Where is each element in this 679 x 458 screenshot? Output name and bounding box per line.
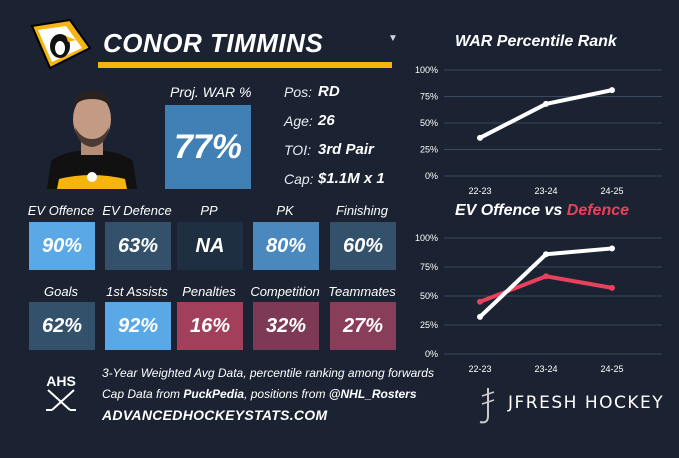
- tile-label-penalties: Penalties: [182, 284, 236, 299]
- war-chart-data-point: [543, 100, 549, 107]
- war-chart-ytick-label: 25%: [420, 145, 438, 155]
- toi-label: TOI:: [284, 142, 311, 158]
- hockey-sticks-icon: AHS: [46, 373, 76, 411]
- chart-title-ev-part2: Defence: [566, 202, 630, 219]
- tile-teammates: 27%: [330, 302, 396, 350]
- tile-label-ev-defence: EV Defence: [102, 203, 172, 218]
- war-chart-xtick-label: 24-25: [600, 186, 623, 195]
- war-chart-data-point: [477, 134, 483, 141]
- ev-chart-xtick-label: 22-23: [468, 364, 491, 373]
- name-underline: [98, 62, 392, 68]
- footer-sources: Cap Data from PuckPedia, positions from …: [102, 387, 417, 401]
- tile-ev-offence: 90%: [29, 222, 95, 270]
- tile-penalties: 16%: [177, 302, 243, 350]
- proj-war-label: Proj. WAR %: [170, 84, 252, 100]
- player-photo: [37, 79, 146, 189]
- tile-label-pp: PP: [200, 203, 218, 218]
- ev-chart-data-point: [543, 251, 549, 258]
- chart-title-war: WAR Percentile Rank: [455, 33, 617, 50]
- ev-chart-ytick-label: 50%: [420, 291, 438, 301]
- chart-title-ev-part1: EV Offence vs: [455, 202, 567, 219]
- war-chart-ytick-label: 100%: [415, 65, 438, 75]
- tile-label-goals: Goals: [44, 284, 78, 299]
- ev-chart-xtick-label: 23-24: [534, 364, 557, 373]
- tile-label-finishing: Finishing: [335, 203, 389, 218]
- war-chart-xtick-label: 23-24: [534, 186, 557, 195]
- toi-value: 3rd Pair: [318, 141, 374, 158]
- ev-chart-data-point: [609, 245, 615, 252]
- ev-chart-ytick-label: 75%: [420, 262, 438, 272]
- ev-chart-ytick-label: 100%: [415, 233, 438, 243]
- pos-value: RD: [318, 83, 340, 100]
- ev-chart-ytick-label: 25%: [420, 320, 438, 330]
- war-chart-xtick-label: 22-23: [468, 186, 491, 195]
- footer-sources-pre: Cap Data from: [102, 387, 184, 401]
- ev-chart-data-point: [543, 273, 549, 280]
- ev-offence-defence-chart: 0% 25% 50% 75% 100% 22-23 23-24 24-25: [415, 233, 662, 373]
- tile-competition: 32%: [253, 302, 319, 350]
- footer-note: 3-Year Weighted Avg Data, percentile ran…: [102, 366, 434, 380]
- tile-label-competition: Competition: [250, 284, 320, 299]
- ev-chart-data-point: [477, 313, 483, 320]
- penguins-logo-icon: [30, 18, 92, 70]
- tile-label-ev-offence: EV Offence: [27, 203, 95, 218]
- war-percentile-chart: 0% 25% 50% 75% 100% 22-23 23-24 24-25: [415, 65, 662, 195]
- chart-title-ev: EV Offence vs Defence: [455, 202, 629, 220]
- tile-1st-assists: 92%: [105, 302, 171, 350]
- tile-goals: 62%: [29, 302, 95, 350]
- brand-name: JFRESH HOCKEY: [508, 393, 665, 413]
- war-chart-data-point: [609, 87, 615, 94]
- ev-chart-data-point: [477, 298, 483, 305]
- tile-label-teammates: Teammates: [328, 284, 396, 299]
- tile-pp: NA: [177, 222, 243, 270]
- tile-label-1st-assists: 1st Assists: [106, 284, 168, 299]
- ev-chart-data-point: [609, 284, 615, 291]
- nhl-rosters-link[interactable]: @NHL_Rosters: [328, 387, 417, 401]
- age-value: 26: [318, 112, 335, 129]
- war-chart-ytick-label: 75%: [420, 92, 438, 102]
- cap-value: $1.1M x 1: [318, 170, 385, 187]
- tile-pk: 80%: [253, 222, 319, 270]
- ev-chart-ytick-label: 0%: [425, 349, 438, 359]
- ev-chart-xtick-label: 24-25: [600, 364, 623, 373]
- triangle-down-icon[interactable]: ▼: [388, 33, 398, 44]
- tile-label-pk: PK: [276, 203, 294, 218]
- jfresh-icon: [479, 388, 495, 424]
- war-chart-ytick-label: 50%: [420, 118, 438, 128]
- puckpedia-link[interactable]: PuckPedia: [183, 387, 245, 401]
- ahs-logo-text: AHS: [46, 373, 76, 389]
- player-name: CONOR TIMMINS: [103, 28, 324, 58]
- war-chart-series-line: [478, 88, 614, 140]
- cap-label: Cap:: [284, 171, 314, 187]
- proj-war-value: 77%: [165, 105, 251, 189]
- age-label: Age:: [284, 113, 313, 129]
- footer-sources-mid: , positions from: [244, 387, 329, 401]
- tile-finishing: 60%: [330, 222, 396, 270]
- tile-ev-defence: 63%: [105, 222, 171, 270]
- site-url[interactable]: ADVANCEDHOCKEYSTATS.COM: [102, 407, 328, 423]
- pos-label: Pos:: [284, 84, 313, 100]
- war-chart-ytick-label: 0%: [425, 171, 438, 181]
